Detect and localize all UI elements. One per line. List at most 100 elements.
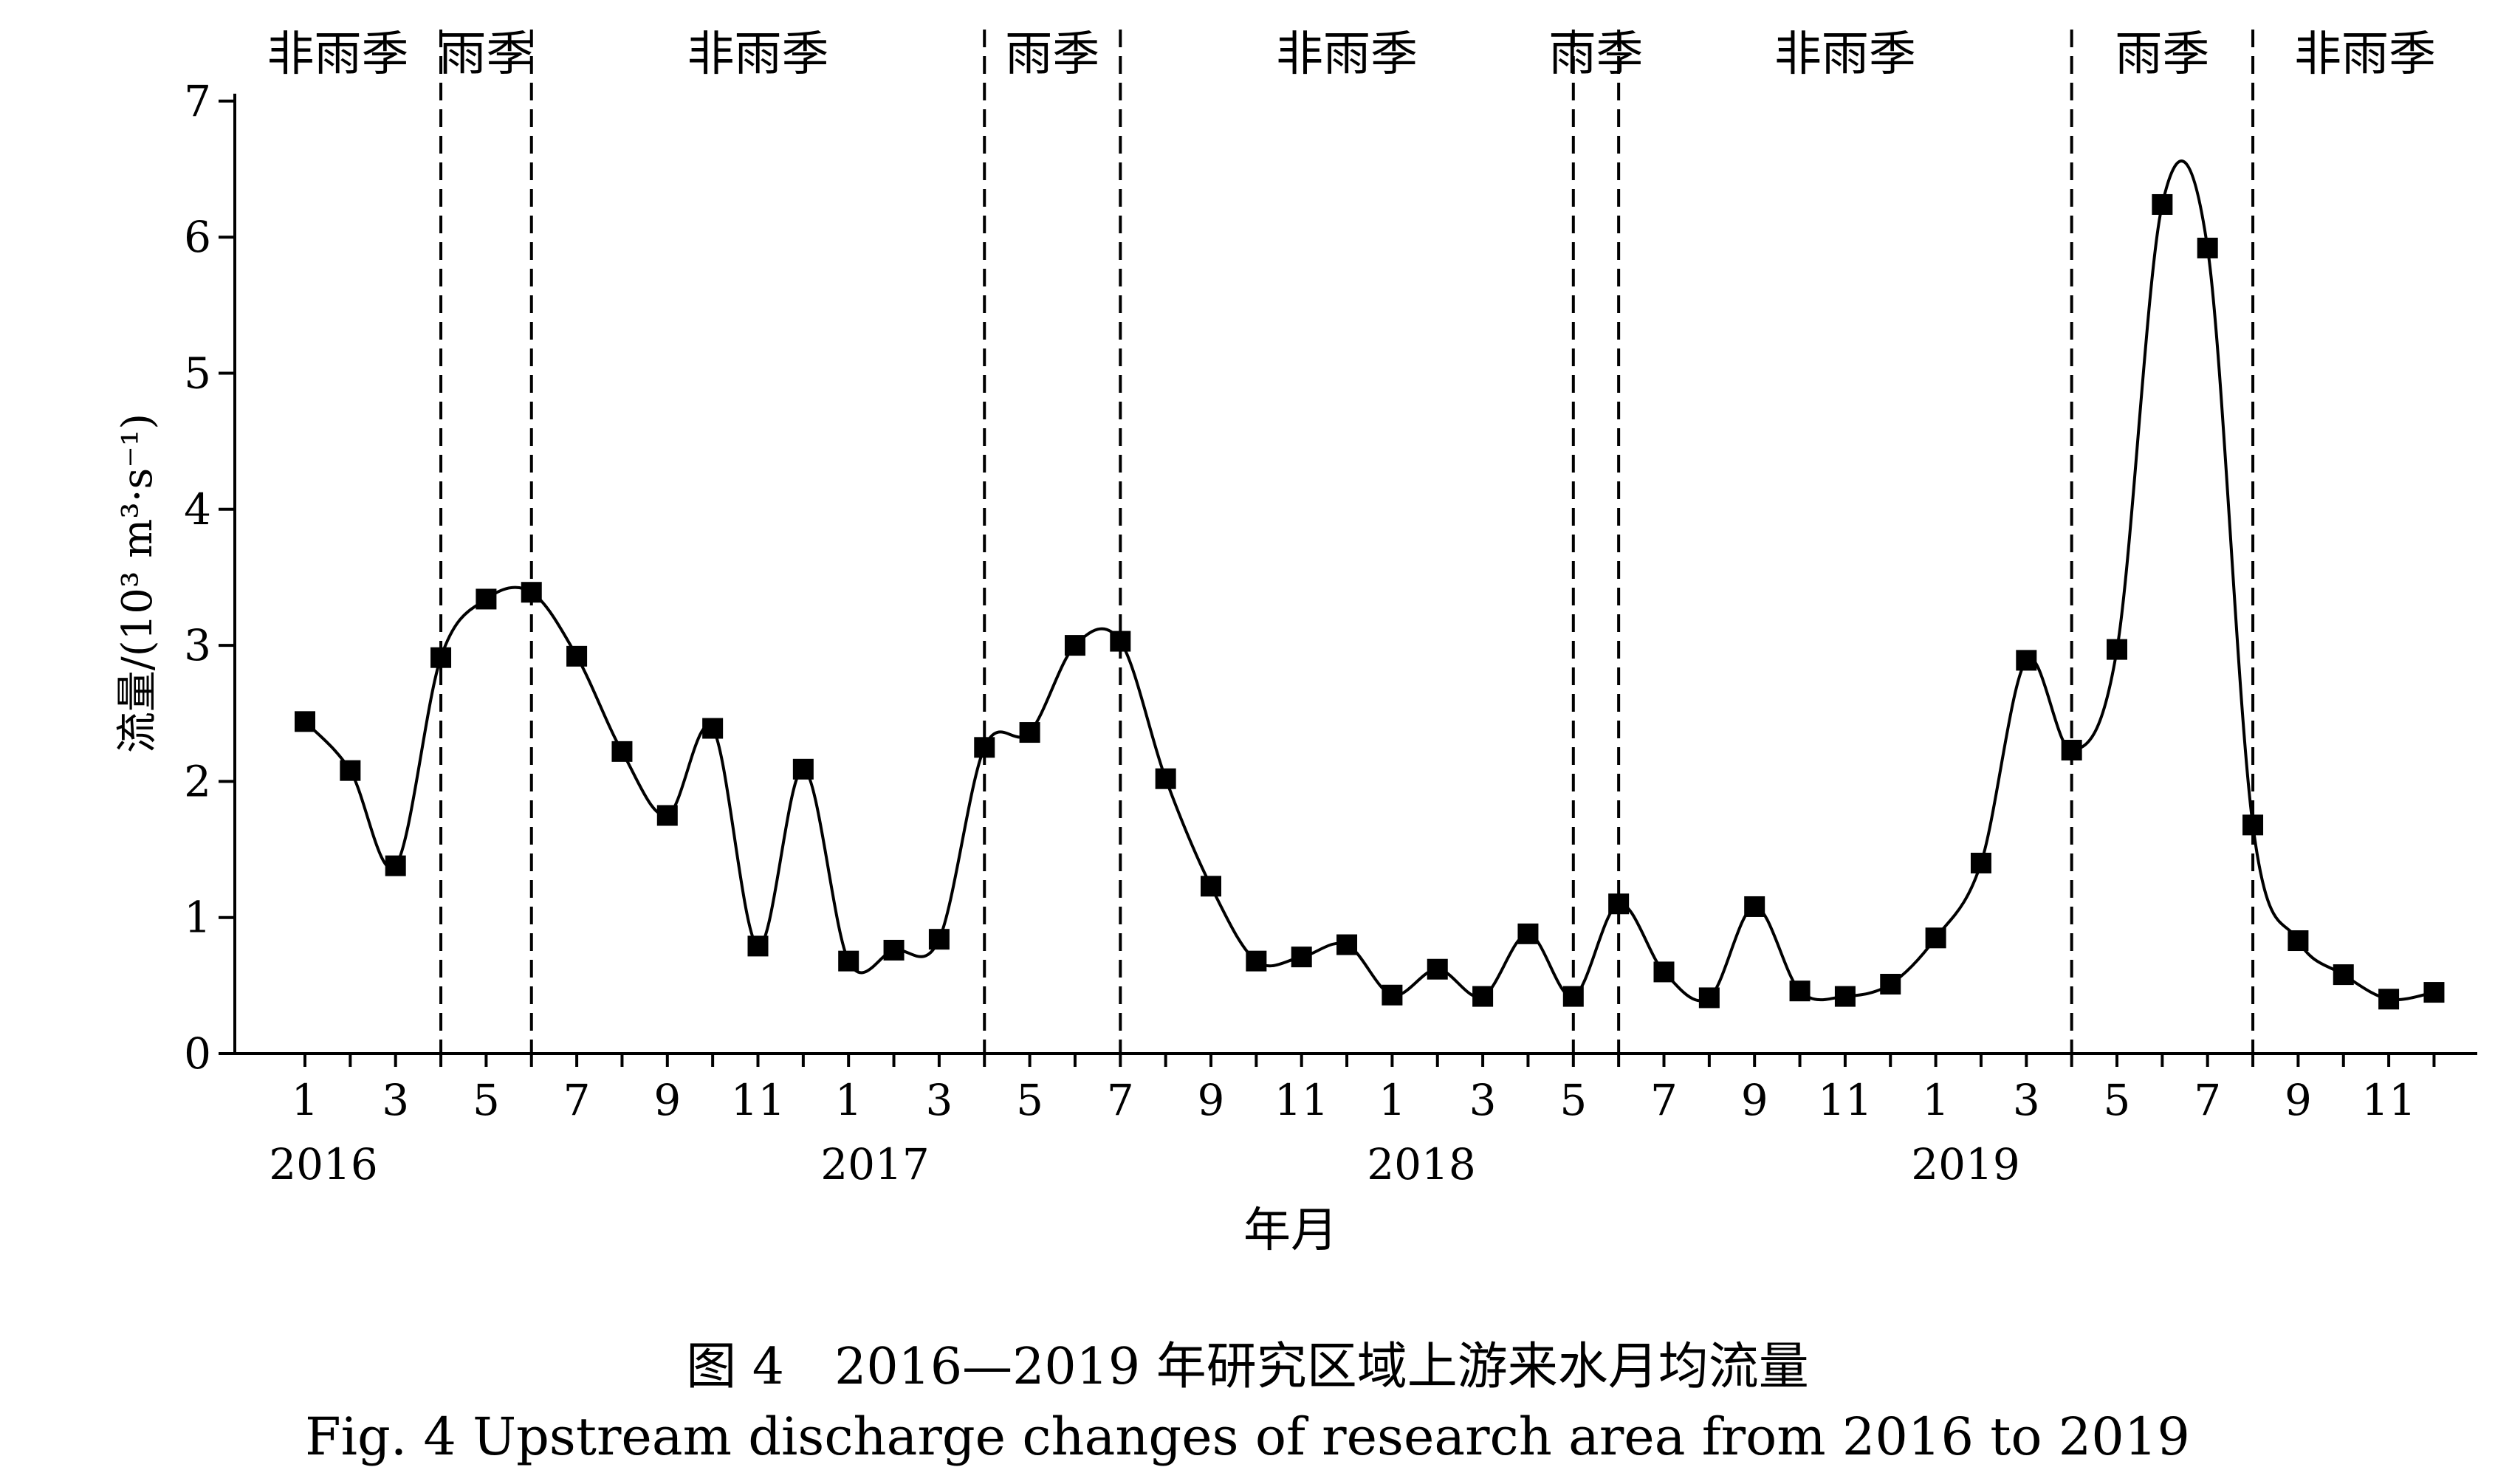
season-label: 雨季: [439, 27, 533, 82]
data-point: [2107, 639, 2127, 660]
x-tick-label: 1: [1922, 1075, 1949, 1125]
data-points: [295, 193, 2445, 1010]
figure-caption-cn: 图 4 2016—2019 年研究区域上游来水月均流量: [686, 1338, 1809, 1396]
y-tick-label: 0: [184, 1028, 211, 1079]
season-label: 雨季: [1005, 27, 1099, 82]
season-label: 非雨季: [1276, 27, 1418, 82]
data-point: [1925, 927, 1946, 949]
x-tick-label: 5: [2104, 1075, 2131, 1125]
x-tick-label: 11: [1818, 1075, 1873, 1125]
data-point: [702, 718, 724, 739]
x-tick-label: 3: [925, 1075, 953, 1125]
data-point: [2016, 650, 2037, 671]
data-point: [2197, 237, 2218, 258]
data-point: [838, 950, 859, 972]
data-point: [2333, 964, 2354, 986]
season-label: 非雨季: [2294, 27, 2436, 82]
data-point: [1019, 722, 1040, 743]
data-point: [883, 939, 905, 961]
data-point: [1291, 947, 1312, 968]
data-point: [1608, 893, 1630, 915]
data-point: [1427, 958, 1448, 980]
year-label: 2019: [1911, 1139, 2020, 1189]
data-point: [1970, 852, 1991, 873]
data-point: [656, 805, 678, 826]
data-point: [928, 929, 950, 950]
x-tick-label: 9: [653, 1075, 681, 1125]
year-label: 2018: [1367, 1139, 1476, 1189]
x-tick-label: 1: [835, 1075, 862, 1125]
season-label: 雨季: [1548, 27, 1643, 82]
season-label: 非雨季: [267, 27, 409, 82]
y-axis-label: 流量/(10³ m³·s⁻¹): [114, 413, 162, 753]
data-point: [430, 647, 452, 668]
x-tick-label: 5: [1016, 1075, 1043, 1125]
y-tick-label: 4: [184, 484, 211, 535]
data-point: [2242, 814, 2264, 836]
x-tick-label: 3: [382, 1075, 409, 1125]
data-point: [2423, 982, 2445, 1003]
x-tick-label: 11: [2361, 1075, 2416, 1125]
x-tick-label: 11: [731, 1075, 786, 1125]
data-point: [1472, 986, 1494, 1007]
y-tick-label: 7: [184, 76, 211, 126]
data-point: [1382, 984, 1403, 1006]
data-point: [2288, 930, 2309, 952]
data-point: [747, 935, 769, 957]
year-label: 2016: [269, 1139, 378, 1189]
x-tick-label: 3: [2013, 1075, 2040, 1125]
data-point: [1834, 986, 1856, 1007]
x-tick-label: 5: [473, 1075, 500, 1125]
data-point: [1110, 631, 1131, 652]
x-tick-label: 7: [563, 1075, 591, 1125]
x-axis-label: 年月: [1243, 1203, 1338, 1255]
season-label: 非雨季: [687, 27, 829, 82]
season-label: 雨季: [2115, 27, 2209, 82]
x-tick-label: 11: [1274, 1075, 1329, 1125]
data-point: [2061, 740, 2082, 761]
x-tick-label: 9: [1741, 1075, 1768, 1125]
y-tick-label: 1: [184, 893, 211, 943]
data-point: [566, 645, 588, 667]
data-point: [1517, 923, 1539, 944]
data-point: [1064, 635, 1085, 656]
data-point: [611, 741, 633, 762]
data-point: [974, 737, 995, 758]
data-point: [1246, 950, 1267, 972]
data-point: [2152, 193, 2173, 215]
data-point: [1698, 987, 1720, 1009]
discharge-line: [303, 159, 2434, 1003]
season-dividers: 非雨季 雨季 非雨季 雨季 非雨季 雨季 非雨季 雨季 非雨季: [267, 27, 2436, 1054]
data-point: [792, 758, 814, 780]
data-point: [295, 711, 315, 732]
data-point: [1562, 986, 1584, 1007]
x-tick-label: 1: [1379, 1075, 1406, 1125]
data-point: [521, 582, 542, 603]
x-tick-label: 5: [1559, 1075, 1587, 1125]
data-point: [1880, 974, 1901, 995]
y-tick-label: 5: [184, 348, 211, 399]
axes: [219, 93, 2477, 1067]
data-point: [1336, 934, 1358, 955]
data-point: [1201, 876, 1221, 897]
y-tick-label: 6: [184, 212, 211, 262]
season-label: 非雨季: [1774, 27, 1916, 82]
y-tick-label: 3: [184, 620, 211, 670]
data-point: [2378, 989, 2400, 1010]
data-point: [476, 588, 497, 610]
data-point: [1744, 896, 1765, 917]
x-tick-label: 3: [1469, 1075, 1497, 1125]
figure-caption-en: Fig. 4 Upstream discharge changes of res…: [305, 1406, 2190, 1467]
data-point: [1789, 980, 1811, 1002]
x-tick-label: 9: [1198, 1075, 1225, 1125]
data-point: [1653, 961, 1675, 983]
x-tick-label: 1: [292, 1075, 319, 1125]
y-tick-label: 2: [184, 756, 211, 806]
x-tick-label: 9: [2285, 1075, 2312, 1125]
data-point: [1155, 768, 1176, 789]
x-tick-label: 7: [2194, 1075, 2221, 1125]
x-tick-label: 7: [1650, 1075, 1678, 1125]
data-point: [385, 855, 406, 876]
